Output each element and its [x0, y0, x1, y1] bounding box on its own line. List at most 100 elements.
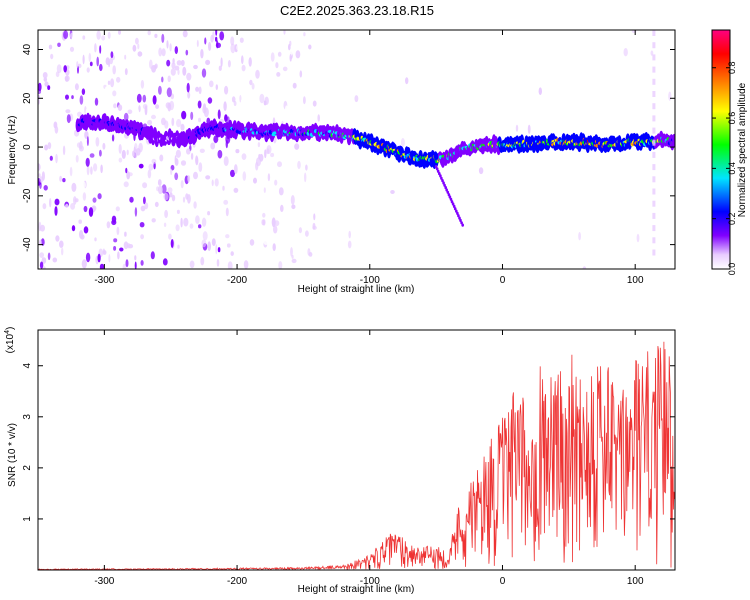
noise-speckle [171, 62, 176, 69]
noise-speckle [233, 187, 239, 193]
noise-speckle [275, 62, 279, 69]
noise-speckle [176, 119, 182, 128]
noise-speckle [239, 37, 244, 43]
noise-speckle [220, 217, 225, 227]
noise-speckle [170, 168, 173, 175]
noise-speckle [76, 61, 79, 68]
noise-speckle [96, 30, 101, 40]
noise-speckle [216, 259, 220, 267]
noise-speckle [292, 82, 297, 89]
noise-speckle [61, 247, 64, 256]
noise-speckle [199, 148, 205, 153]
noise-speckle [233, 101, 237, 106]
noise-speckle [134, 261, 137, 269]
noise-speckle [305, 230, 309, 237]
y-tick-label: 40 [22, 44, 33, 56]
noise-speckle [223, 101, 227, 112]
colorbar-ticks: 0.0 0.2 0.4 0.6 0.8 [712, 61, 737, 275]
noise-speckle [118, 30, 121, 35]
noise-speckle [354, 95, 359, 103]
noise-speckle [112, 90, 117, 97]
noise-speckle [158, 47, 163, 57]
noise-speckle [223, 156, 229, 167]
noise-speckle [278, 187, 284, 196]
noise-speckle [578, 232, 581, 241]
noise-speckle [89, 70, 95, 79]
noise-speckle [151, 218, 156, 223]
snr-scale-text: (x10 [5, 333, 16, 353]
noise-speckle [125, 167, 128, 174]
noise-speckle [113, 103, 117, 109]
noise-speckle [236, 44, 242, 51]
noise-speckle [125, 91, 128, 98]
edge-streak [652, 200, 656, 207]
noise-speckle [515, 124, 519, 132]
noise-speckle [299, 70, 303, 78]
noise-speckle [43, 77, 48, 82]
tail-streak [444, 186, 448, 190]
noise-speckle [198, 117, 201, 123]
noise-speckle [48, 98, 51, 104]
noise-speckle [140, 79, 145, 89]
ridge-halo [672, 133, 675, 144]
edge-streak [652, 237, 656, 244]
noise-speckle [108, 254, 111, 263]
noise-speckle [174, 172, 179, 181]
noise-speckle [136, 93, 142, 103]
noise-speckle [166, 59, 171, 67]
noise-speckle [210, 34, 214, 43]
noise-speckle [390, 190, 395, 194]
noise-speckle [82, 35, 86, 40]
noise-speckle [86, 165, 90, 176]
noise-speckle [215, 30, 218, 36]
noise-speckle [42, 72, 48, 79]
x-tick-label: 0 [500, 576, 506, 587]
noise-speckle [126, 171, 131, 180]
noise-speckle [263, 187, 266, 193]
noise-speckle [144, 105, 148, 116]
noise-speckle [161, 33, 165, 44]
noise-speckle [130, 50, 134, 56]
noise-speckle [83, 205, 88, 213]
noise-speckle [87, 176, 90, 186]
noise-speckle [147, 169, 152, 179]
noise-speckle [126, 149, 129, 156]
noise-speckle [151, 158, 157, 164]
tail-streak [441, 179, 444, 183]
noise-speckle [71, 182, 77, 192]
x-tick-label: 100 [627, 275, 644, 286]
noise-speckle [154, 201, 159, 208]
noise-speckle [216, 89, 221, 96]
noise-speckle [66, 114, 71, 124]
noise-speckle [217, 149, 223, 159]
noise-speckle [106, 221, 111, 229]
noise-speckle [257, 142, 261, 148]
noise-speckle [64, 75, 70, 82]
noise-speckle [278, 261, 283, 269]
noise-speckle [230, 169, 235, 178]
noise-speckle [152, 95, 157, 105]
noise-speckle [248, 57, 252, 67]
noise-speckle [177, 69, 180, 75]
noise-speckle [202, 231, 208, 241]
noise-speckle [97, 193, 102, 200]
noise-speckle [187, 175, 191, 183]
noise-speckle [85, 239, 90, 248]
noise-speckle [204, 37, 207, 45]
noise-speckle [230, 36, 235, 46]
noise-speckle [75, 155, 79, 163]
noise-speckle [225, 95, 228, 102]
noise-speckle [166, 87, 172, 98]
tail-streak [435, 167, 439, 171]
snr-y-axis: 1 2 3 4 [22, 363, 675, 522]
noise-speckle [64, 203, 69, 213]
noise-speckle [107, 80, 111, 86]
noise-speckle [164, 209, 169, 219]
tail-streak [459, 218, 462, 222]
noise-speckle [198, 86, 202, 95]
noise-speckle [170, 68, 176, 76]
x-tick-label: -300 [94, 275, 114, 286]
colorbar-label: Normalized spectral amplitude [737, 82, 748, 217]
noise-speckle [288, 49, 293, 57]
